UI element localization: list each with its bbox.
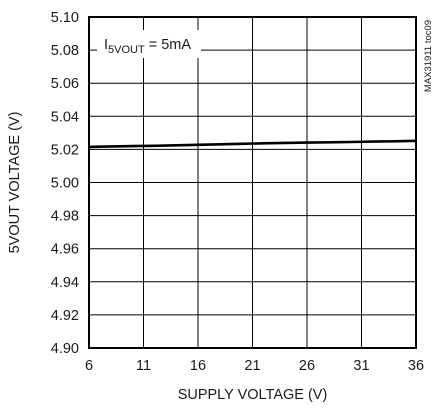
annotation-text: I5VOUT = 5mA [104,37,191,56]
y-tick-label: 5.02 [51,142,79,158]
y-axis-title: 5VOUT VOLTAGE (V) [7,112,23,254]
x-tick-label: 21 [244,358,260,374]
y-tick-label: 4.94 [51,275,79,291]
x-axis-title: SUPPLY VOLTAGE (V) [178,387,328,403]
y-tick-label: 4.98 [51,209,79,225]
y-tick-label: 4.90 [51,341,79,357]
x-tick-label: 36 [408,358,424,374]
grid [88,16,417,349]
x-tick-label: 31 [353,358,369,374]
annotation-background [97,30,201,58]
y-tick-label: 5.00 [51,176,79,192]
y-tick-label: 5.06 [51,76,79,92]
y-tick-label: 4.96 [51,242,79,258]
annotation: I5VOUT = 5mA [97,30,201,58]
x-tick-labels: 6 11 16 21 26 31 36 [85,358,424,374]
y-tick-label: 5.04 [51,109,79,125]
series-line [88,139,417,149]
x-tick-label: 16 [190,358,206,374]
x-tick-label: 6 [85,358,93,374]
series-layer [88,139,417,149]
annotation-suffix: = 5mA [145,37,192,53]
annotation-prefix: I [104,37,108,53]
y-tick-labels: 4.90 4.92 4.94 4.96 4.98 5.00 5.02 5.04 5.06 5.08… [51,10,79,357]
y-tick-label: 5.08 [51,43,79,59]
y-tick-label: 4.92 [51,308,79,324]
annotation-subscript: 5VOUT [108,44,145,56]
x-tick-label: 26 [299,358,315,374]
plot-frame [88,16,417,349]
x-tick-label: 11 [136,358,151,374]
figure-id: MAX31911 toc09 [423,20,434,92]
y-tick-label: 5.10 [51,10,79,26]
